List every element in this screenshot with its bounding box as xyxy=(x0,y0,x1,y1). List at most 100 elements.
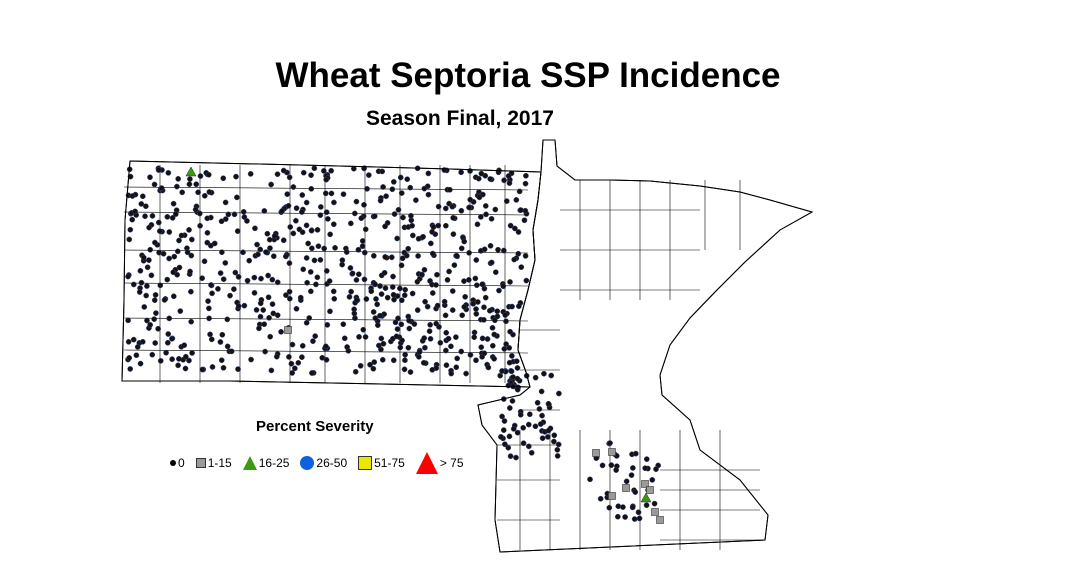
point-0 xyxy=(158,185,165,191)
point-0 xyxy=(138,201,145,207)
point-0 xyxy=(314,274,321,281)
point-0 xyxy=(443,362,450,369)
point-0 xyxy=(426,328,433,335)
point-0 xyxy=(513,358,520,365)
point-0 xyxy=(263,249,269,255)
point-0 xyxy=(525,421,532,428)
point-0 xyxy=(125,317,131,324)
point-0 xyxy=(472,275,479,282)
point-0 xyxy=(251,290,258,296)
point-0 xyxy=(445,335,452,342)
point-0 xyxy=(636,515,643,522)
point-0 xyxy=(474,299,481,305)
point-0 xyxy=(475,175,482,182)
point-0 xyxy=(201,258,208,265)
point-0 xyxy=(545,427,552,434)
point-0 xyxy=(481,304,487,311)
point-0 xyxy=(521,217,528,224)
point-0 xyxy=(409,290,416,297)
point-0 xyxy=(424,303,431,310)
point-0 xyxy=(305,240,311,247)
point-0 xyxy=(507,279,513,285)
point-0 xyxy=(632,450,639,457)
point-0 xyxy=(260,307,267,313)
point-0 xyxy=(371,213,378,219)
legend-triangle-icon xyxy=(242,456,257,470)
point-0 xyxy=(392,319,399,326)
point-0 xyxy=(556,390,562,397)
point-0 xyxy=(400,214,406,221)
legend-item: 51-75 xyxy=(358,456,405,470)
point-0 xyxy=(172,211,179,217)
point-0 xyxy=(366,172,372,178)
point-0 xyxy=(454,355,460,362)
point-0 xyxy=(299,342,306,349)
point-0 xyxy=(149,213,156,219)
point-0 xyxy=(500,427,507,433)
point-0 xyxy=(155,325,161,332)
point-0 xyxy=(362,334,369,340)
point-0 xyxy=(269,301,276,307)
point-0 xyxy=(402,357,408,364)
point-0 xyxy=(526,411,533,418)
point-0 xyxy=(176,264,183,271)
point-0 xyxy=(262,348,268,355)
point-0 xyxy=(141,304,148,310)
point-0 xyxy=(320,168,327,174)
point-0 xyxy=(244,218,250,224)
point-0 xyxy=(381,269,388,276)
point-0 xyxy=(361,276,368,283)
point-0 xyxy=(548,372,555,379)
point-0 xyxy=(146,257,152,263)
point-0 xyxy=(449,203,456,210)
point-0 xyxy=(195,189,201,196)
point-0 xyxy=(225,211,232,218)
point-0 xyxy=(156,228,163,234)
point-0 xyxy=(372,315,379,321)
point-0 xyxy=(228,348,235,355)
point-0 xyxy=(355,246,362,253)
point-0 xyxy=(290,184,297,190)
point-0 xyxy=(309,245,315,252)
point-0 xyxy=(421,266,428,273)
point-0 xyxy=(140,254,147,261)
county-line xyxy=(123,317,529,322)
point-0 xyxy=(615,503,622,510)
point-0 xyxy=(258,275,264,282)
point-0 xyxy=(153,310,159,316)
point-0 xyxy=(197,173,204,179)
point-0 xyxy=(266,236,273,243)
county-line xyxy=(123,249,529,254)
point-0 xyxy=(313,281,319,288)
point-0 xyxy=(235,366,241,372)
point-0 xyxy=(512,225,518,232)
point-0 xyxy=(437,339,444,346)
point-0 xyxy=(308,185,315,192)
point-0 xyxy=(503,198,510,204)
point-0 xyxy=(130,281,137,288)
point-0 xyxy=(204,239,211,246)
point-0 xyxy=(447,186,453,193)
point-0 xyxy=(274,279,281,286)
point-0 xyxy=(332,244,338,251)
point-0 xyxy=(311,165,318,172)
point-0 xyxy=(414,307,421,313)
point-0 xyxy=(188,252,195,259)
point-0 xyxy=(607,440,613,446)
point-0 xyxy=(147,246,154,253)
point-0 xyxy=(429,250,436,257)
point-0 xyxy=(482,203,489,209)
point-0 xyxy=(403,252,410,259)
point-0 xyxy=(137,267,144,274)
point-0 xyxy=(487,176,494,182)
point-0 xyxy=(307,288,314,295)
point-0 xyxy=(331,199,337,206)
point-0 xyxy=(280,167,287,174)
point-0 xyxy=(314,227,321,233)
point-0 xyxy=(402,286,409,293)
point-0 xyxy=(289,341,296,348)
point-0 xyxy=(420,233,426,240)
point-0 xyxy=(510,426,517,432)
point-0 xyxy=(443,329,450,336)
point-0 xyxy=(429,366,436,373)
